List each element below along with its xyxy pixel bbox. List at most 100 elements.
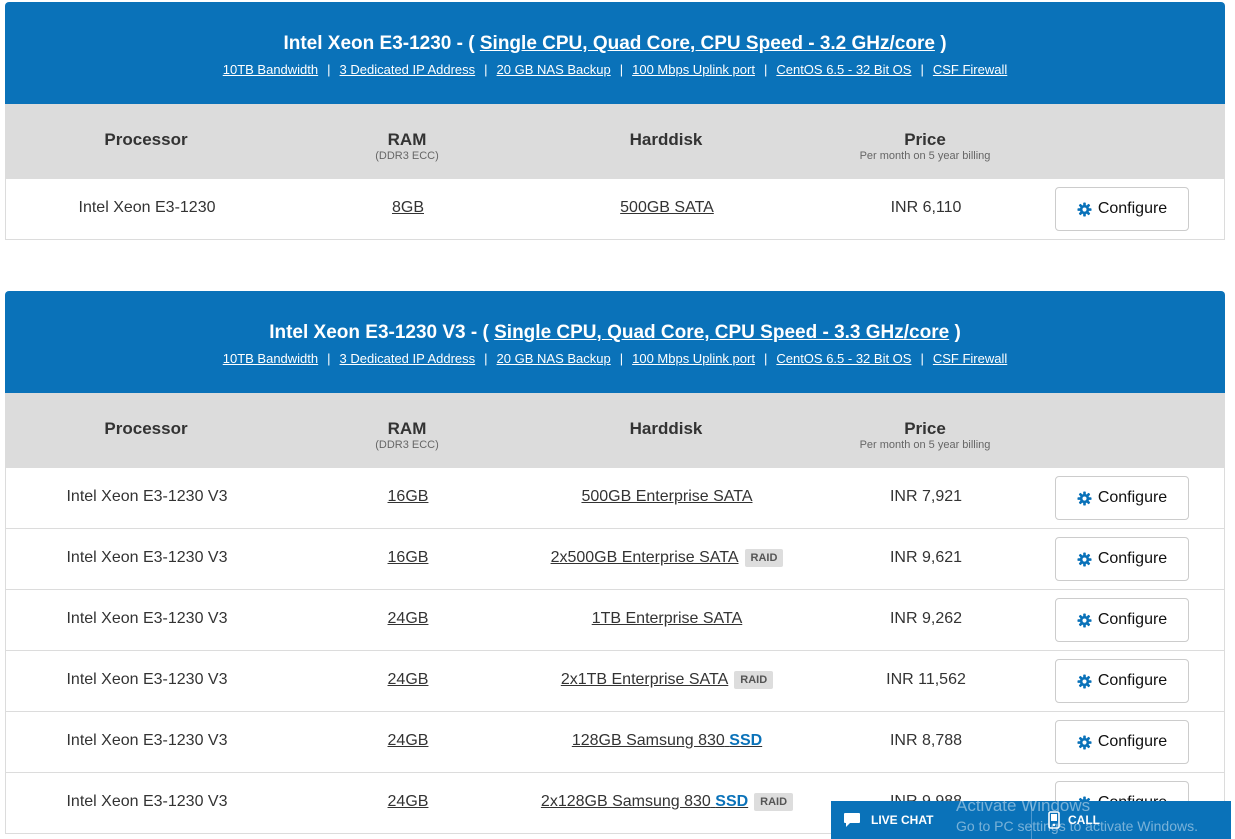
plan-spec-link[interactable]: Single CPU, Quad Core, CPU Speed - 3.2 G… bbox=[479, 33, 935, 54]
feature-link[interactable]: 3 Dedicated IP Address bbox=[339, 62, 476, 77]
table-row: Intel Xeon E3-1230 8GB 500GB SATA INR 6,110… bbox=[5, 179, 1225, 240]
configure-label: Configure bbox=[1097, 611, 1168, 628]
processor-cell: Intel Xeon E3-1230 V3 bbox=[66, 549, 228, 566]
phone-icon bbox=[1048, 811, 1060, 829]
column-header-label: RAM bbox=[387, 419, 427, 438]
watermark-subtitle: Go to PC settings to activate Windows. bbox=[956, 818, 1198, 834]
harddisk-label: 500GB SATA bbox=[620, 199, 714, 216]
harddisk-cell: 128GB Samsung 830 SSD bbox=[528, 731, 806, 751]
column-header-sublabel: Per month on 5 year billing bbox=[859, 150, 991, 162]
plan-name: Intel Xeon E3-1230 - ( bbox=[283, 33, 475, 54]
table-row: Intel Xeon E3-1230 V3 16GB 500GB Enterpris… bbox=[5, 468, 1225, 529]
feature-link[interactable]: 100 Mbps Uplink port bbox=[632, 351, 755, 366]
raid-badge: RAID bbox=[744, 549, 784, 567]
windows-activation-watermark: Activate Windows Go to PC settings to ac… bbox=[956, 795, 1198, 837]
processor-cell: Intel Xeon E3-1230 V3 bbox=[66, 732, 228, 749]
harddisk-link[interactable]: 1TB Enterprise SATA bbox=[592, 610, 743, 627]
plan-header: Intel Xeon E3-1230 - ( Single CPU, Quad … bbox=[5, 2, 1225, 104]
configure-button[interactable]: Configure bbox=[1055, 476, 1189, 520]
plan-spec-link[interactable]: Single CPU, Quad Core, CPU Speed - 3.3 G… bbox=[494, 322, 950, 343]
plan-name: Intel Xeon E3-1230 V3 - ( bbox=[269, 322, 489, 343]
harddisk-link[interactable]: 500GB SATA bbox=[620, 199, 714, 216]
processor-cell: Intel Xeon E3-1230 V3 bbox=[66, 610, 228, 627]
feature-list: 10TB Bandwidth | 3 Dedicated IP Address | 20… bbox=[5, 351, 1225, 367]
feature-link[interactable]: CSF Firewall bbox=[932, 62, 1008, 77]
ram-link[interactable]: 24GB bbox=[387, 671, 429, 688]
column-header-label: RAM bbox=[387, 130, 427, 149]
feature-link[interactable]: 10TB Bandwidth bbox=[222, 62, 319, 77]
live-chat-button[interactable]: LIVE CHAT bbox=[831, 801, 1031, 839]
feature-link[interactable]: 20 GB NAS Backup bbox=[496, 351, 611, 366]
processor-cell: Intel Xeon E3-1230 V3 bbox=[66, 671, 228, 688]
harddisk-link[interactable]: 128GB Samsung 830 SSD bbox=[572, 732, 762, 749]
plan-title: Intel Xeon E3-1230 - ( Single CPU, Quad … bbox=[5, 2, 1225, 55]
harddisk-label: 500GB Enterprise SATA bbox=[581, 488, 753, 505]
ram-cell: 16GB bbox=[288, 487, 528, 507]
table-row: Intel Xeon E3-1230 V3 24GB 2x1TB Enterpris… bbox=[5, 651, 1225, 712]
configure-button[interactable]: Configure bbox=[1055, 537, 1189, 581]
feature-separator: | bbox=[484, 62, 488, 77]
processor-cell: Intel Xeon E3-1230 V3 bbox=[66, 488, 228, 505]
price-cell: INR 6,110 bbox=[890, 199, 962, 216]
feature-separator: | bbox=[619, 62, 624, 77]
ssd-label: SSD bbox=[729, 732, 763, 749]
feature-link[interactable]: CSF Firewall bbox=[932, 351, 1008, 366]
ram-link[interactable]: 24GB bbox=[387, 793, 429, 810]
feature-link[interactable]: CentOS 6.5 - 32 Bit OS bbox=[776, 62, 912, 77]
column-header-label: Processor bbox=[104, 130, 188, 149]
ssd-label: SSD bbox=[715, 793, 749, 810]
column-header-ram: RAM (DDR3 ECC) bbox=[287, 130, 527, 162]
feature-separator: | bbox=[763, 62, 768, 77]
feature-link[interactable]: CentOS 6.5 - 32 Bit OS bbox=[776, 351, 912, 366]
table-row: Intel Xeon E3-1230 V3 24GB 128GB Samsung 8… bbox=[5, 712, 1225, 773]
ram-cell: 24GB bbox=[288, 609, 528, 629]
gear-icon bbox=[1077, 490, 1092, 506]
ram-cell: 24GB bbox=[288, 670, 528, 690]
column-header-sublabel: Per month on 5 year billing bbox=[859, 439, 991, 451]
column-header-disk: Harddisk bbox=[527, 419, 805, 439]
ram-link[interactable]: 16GB bbox=[387, 549, 429, 566]
configure-button[interactable]: Configure bbox=[1055, 659, 1189, 703]
harddisk-link[interactable]: 500GB Enterprise SATA bbox=[581, 488, 752, 505]
feature-separator: | bbox=[920, 351, 924, 366]
feature-link[interactable]: 3 Dedicated IP Address bbox=[339, 351, 476, 366]
column-header-label: Processor bbox=[104, 419, 188, 438]
price-cell: INR 8,788 bbox=[889, 732, 963, 749]
plan-title-close: ) bbox=[940, 33, 947, 54]
column-header-processor: Processor bbox=[5, 130, 287, 150]
feature-link[interactable]: 20 GB NAS Backup bbox=[496, 62, 611, 77]
feature-separator: | bbox=[484, 351, 488, 366]
raid-badge: RAID bbox=[734, 671, 774, 689]
ram-cell: 16GB bbox=[288, 548, 528, 568]
column-header-price: Price Per month on 5 year billing bbox=[805, 130, 1045, 162]
configure-button[interactable]: Configure bbox=[1055, 598, 1189, 642]
gear-icon bbox=[1077, 551, 1092, 567]
gear-icon bbox=[1077, 201, 1092, 217]
column-header-price: Price Per month on 5 year billing bbox=[805, 419, 1045, 451]
column-header-label: Harddisk bbox=[629, 419, 703, 438]
feature-link[interactable]: 10TB Bandwidth bbox=[222, 351, 319, 366]
feature-separator: | bbox=[763, 351, 768, 366]
table-row: Intel Xeon E3-1230 V3 16GB 2x500GB Enterpr… bbox=[5, 529, 1225, 590]
configure-button[interactable]: Configure bbox=[1055, 720, 1189, 764]
harddisk-link[interactable]: 2x500GB Enterprise SATA bbox=[551, 549, 739, 566]
ram-link[interactable]: 24GB bbox=[387, 732, 429, 749]
contact-bar: LIVE CHAT CALL bbox=[831, 801, 1231, 839]
configure-label: Configure bbox=[1097, 733, 1168, 750]
processor-cell: Intel Xeon E3-1230 bbox=[78, 199, 216, 216]
feature-separator: | bbox=[327, 351, 331, 366]
ram-link[interactable]: 16GB bbox=[387, 488, 429, 505]
harddisk-label: 2x128GB Samsung 830 bbox=[540, 793, 711, 810]
gear-icon bbox=[1077, 673, 1092, 689]
call-button[interactable]: CALL bbox=[1032, 801, 1100, 839]
harddisk-link[interactable]: 2x1TB Enterprise SATA bbox=[561, 671, 728, 688]
feature-link[interactable]: 100 Mbps Uplink port bbox=[632, 62, 755, 77]
ram-link[interactable]: 24GB bbox=[387, 610, 429, 627]
harddisk-link[interactable]: 2x128GB Samsung 830 SSD bbox=[541, 793, 748, 810]
configure-button[interactable]: Configure bbox=[1055, 187, 1189, 231]
ram-link[interactable]: 8GB bbox=[391, 199, 424, 216]
feature-separator: | bbox=[327, 62, 331, 77]
plan-title-close: ) bbox=[954, 322, 961, 343]
ram-cell: 24GB bbox=[288, 731, 528, 751]
column-header-label: Price bbox=[904, 419, 946, 438]
